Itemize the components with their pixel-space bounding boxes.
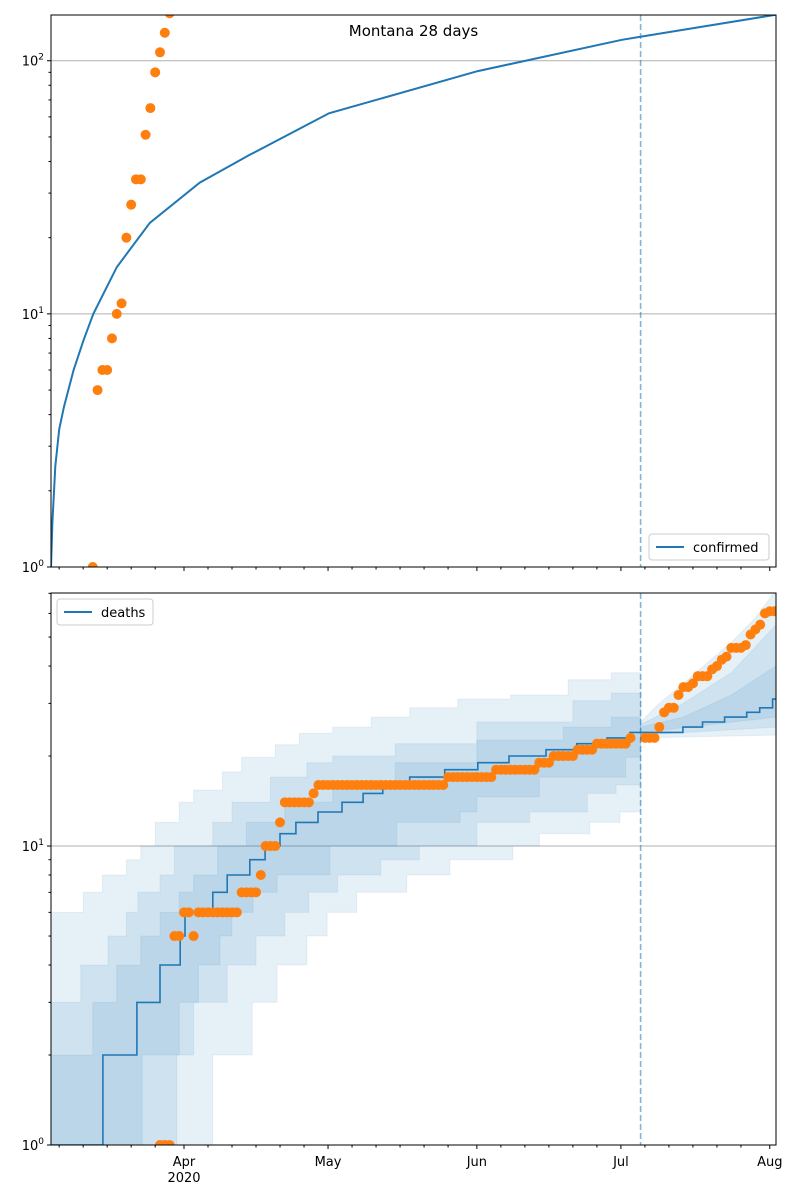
observed-point [303, 797, 314, 808]
y-tick-base: 10 [22, 308, 39, 323]
x-tick-label: May [315, 1155, 342, 1170]
y-tick-label: 101 [22, 306, 44, 323]
outer-band-forecast [640, 593, 776, 739]
observed-point [438, 780, 449, 791]
observed-point [106, 333, 117, 344]
y-tick-label: 100 [22, 1137, 45, 1154]
observed-point [275, 817, 286, 828]
observed-point [188, 931, 199, 942]
plot-area [51, 15, 776, 567]
legend-box [648, 533, 770, 561]
legend-label: confirmed [693, 541, 759, 556]
observed-point [126, 199, 137, 210]
observed-point [87, 562, 98, 567]
observed-point [92, 385, 103, 396]
observed-point [174, 931, 185, 942]
y-tick-exponent: 0 [38, 1137, 44, 1147]
observed-point [654, 722, 665, 733]
y-tick-exponent: 1 [38, 838, 44, 848]
legend: confirmed [648, 533, 770, 561]
observed-point [111, 308, 122, 319]
legend-box [56, 598, 154, 626]
observed-point [121, 232, 132, 243]
observed-point [649, 732, 660, 743]
x-tick-label: Jun [466, 1155, 487, 1170]
observed-point [231, 907, 242, 918]
legend: deaths [56, 598, 154, 626]
observed-point [625, 732, 636, 743]
middle-band-fit [51, 692, 642, 1145]
middle-band-forecast [640, 623, 776, 736]
observed-point [529, 764, 540, 775]
chart-title: Montana 28 days [349, 22, 479, 40]
axes-frame [50, 14, 777, 568]
observed-point [159, 27, 170, 38]
y-tick-label: 100 [22, 559, 45, 576]
y-tick-exponent: 1 [38, 306, 44, 316]
y-tick-exponent: 0 [38, 559, 44, 569]
observed-point [270, 841, 281, 852]
x-tick-sublabel: 2020 [167, 1171, 200, 1186]
observed-point [755, 619, 766, 630]
observed-point [721, 651, 732, 662]
observed-point [251, 887, 262, 898]
observed-point [102, 365, 113, 376]
x-tick-label: Aug [757, 1155, 782, 1170]
confirmed-line [51, 15, 776, 567]
x-tick-label: Apr [173, 1155, 196, 1170]
y-tick-label: 101 [22, 838, 44, 855]
observed-point [116, 298, 127, 309]
observed-point [140, 129, 151, 140]
observed-point [145, 103, 156, 114]
x-tick-label: Jul [612, 1155, 629, 1170]
observed-point [154, 47, 165, 58]
observed-point [687, 678, 698, 689]
observed-point [668, 702, 679, 713]
observed-point [769, 606, 776, 617]
observed-point [486, 772, 497, 783]
legend-label: deaths [101, 606, 146, 621]
y-tick-exponent: 2 [38, 53, 44, 63]
y-tick-label: 102 [22, 53, 44, 70]
axes-frame [50, 592, 777, 1146]
plot-area [51, 593, 776, 1145]
y-tick-base: 10 [22, 1139, 39, 1154]
y-tick-base: 10 [22, 840, 39, 855]
observed-point [164, 15, 175, 19]
y-tick-base: 10 [22, 55, 39, 70]
observed-point [740, 640, 751, 651]
observed-point [183, 907, 194, 918]
observed-point [150, 67, 161, 78]
y-tick-base: 10 [22, 561, 39, 576]
observed-point [308, 788, 319, 799]
observed-point [135, 174, 146, 185]
observed-point [255, 870, 266, 881]
observed-point [673, 690, 684, 701]
observed-point [164, 1140, 175, 1145]
outer-band-fit [51, 672, 642, 1145]
